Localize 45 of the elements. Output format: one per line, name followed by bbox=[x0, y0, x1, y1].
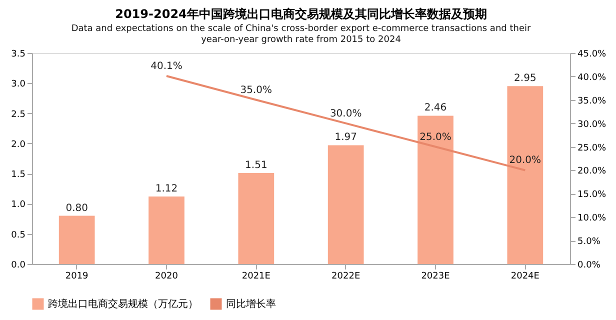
data-label: 35.0% bbox=[240, 84, 272, 96]
y2-tick-label: 20.0% bbox=[578, 166, 607, 177]
data-label: 0.80 bbox=[66, 202, 88, 214]
y2-tick-label: 25.0% bbox=[578, 143, 607, 154]
y-tick-label: 3.0 bbox=[11, 80, 26, 90]
y-tick-label: 1.5 bbox=[11, 170, 26, 180]
data-label: 1.51 bbox=[245, 160, 268, 171]
data-label: 2.46 bbox=[424, 102, 447, 114]
data-label: 40.1% bbox=[150, 60, 182, 72]
y2-tick-label: 40.0% bbox=[578, 72, 607, 83]
x-tick-label: 2021E bbox=[242, 272, 271, 282]
legend-label: 跨境出口电商交易规模（万亿元） bbox=[48, 298, 198, 310]
x-tick-label: 2024E bbox=[510, 272, 540, 282]
data-label: 25.0% bbox=[420, 132, 452, 143]
y-tick-label: 2.5 bbox=[11, 110, 26, 120]
chart-title: 2019-2024年中国跨境出口电商交易规模及其同比增长率数据及预期 bbox=[115, 7, 487, 21]
data-label: 20.0% bbox=[509, 155, 542, 166]
y-tick-label: 1.0 bbox=[11, 200, 26, 210]
legend-label: 同比增长率 bbox=[226, 298, 276, 310]
bar bbox=[238, 172, 274, 264]
y2-tick-label: 15.0% bbox=[578, 190, 607, 200]
x-tick-label: 2019 bbox=[65, 272, 89, 282]
bar bbox=[58, 216, 95, 264]
y-tick-label: 0.5 bbox=[11, 230, 26, 240]
y2-tick-label: 0.0% bbox=[578, 260, 601, 270]
bar bbox=[328, 145, 364, 264]
y2-tick-label: 30.0% bbox=[578, 120, 607, 130]
y-tick-label: 2.0 bbox=[11, 140, 26, 150]
data-label: 2.95 bbox=[514, 73, 536, 84]
x-tick-label: 2022E bbox=[332, 272, 360, 282]
bar bbox=[507, 86, 544, 264]
y-tick-label: 0.0 bbox=[11, 260, 26, 270]
y2-tick-label: 45.0% bbox=[578, 50, 607, 60]
x-tick-label: 2023E bbox=[421, 272, 450, 282]
y2-tick-label: 10.0% bbox=[578, 214, 607, 224]
data-label: 1.12 bbox=[155, 183, 178, 194]
data-label: 30.0% bbox=[330, 108, 362, 120]
data-label: 1.97 bbox=[334, 132, 357, 144]
bar bbox=[148, 196, 184, 264]
x-tick-label: 2020 bbox=[155, 272, 178, 282]
y2-tick-label: 35.0% bbox=[578, 96, 607, 106]
chart-subtitle: Data and expectations on the scale of China's cross-border export e-commerce transactions and their year-on-year growth rate from 2015 to 2024 bbox=[71, 24, 531, 45]
y2-tick-label: 5.0% bbox=[578, 237, 601, 248]
bar bbox=[418, 116, 454, 264]
y-tick-label: 3.5 bbox=[11, 50, 26, 60]
